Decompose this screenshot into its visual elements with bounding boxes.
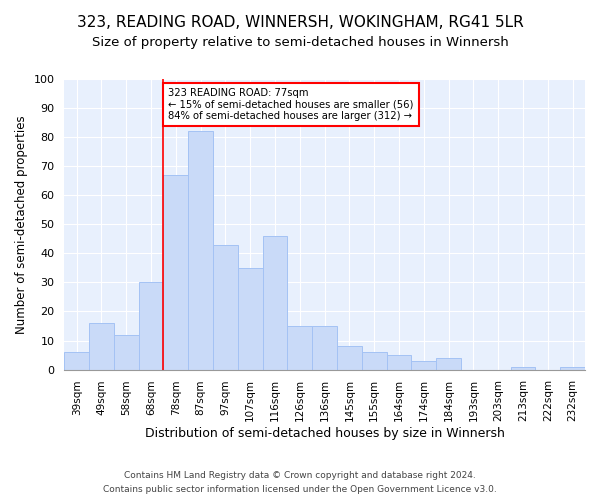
Y-axis label: Number of semi-detached properties: Number of semi-detached properties xyxy=(15,115,28,334)
Bar xyxy=(362,352,386,370)
Text: Contains public sector information licensed under the Open Government Licence v3: Contains public sector information licen… xyxy=(103,484,497,494)
Bar xyxy=(139,282,163,370)
Bar xyxy=(188,132,213,370)
Bar xyxy=(89,323,114,370)
Bar xyxy=(337,346,362,370)
X-axis label: Distribution of semi-detached houses by size in Winnersh: Distribution of semi-detached houses by … xyxy=(145,427,505,440)
Bar xyxy=(163,175,188,370)
Bar xyxy=(386,355,412,370)
Text: 323, READING ROAD, WINNERSH, WOKINGHAM, RG41 5LR: 323, READING ROAD, WINNERSH, WOKINGHAM, … xyxy=(77,15,523,30)
Bar xyxy=(114,334,139,370)
Bar xyxy=(312,326,337,370)
Text: Size of property relative to semi-detached houses in Winnersh: Size of property relative to semi-detach… xyxy=(92,36,508,49)
Text: 323 READING ROAD: 77sqm
← 15% of semi-detached houses are smaller (56)
84% of se: 323 READING ROAD: 77sqm ← 15% of semi-de… xyxy=(169,88,414,121)
Bar xyxy=(213,244,238,370)
Bar xyxy=(287,326,312,370)
Text: Contains HM Land Registry data © Crown copyright and database right 2024.: Contains HM Land Registry data © Crown c… xyxy=(124,472,476,480)
Bar xyxy=(436,358,461,370)
Bar xyxy=(560,366,585,370)
Bar xyxy=(64,352,89,370)
Bar xyxy=(412,361,436,370)
Bar xyxy=(238,268,263,370)
Bar xyxy=(263,236,287,370)
Bar xyxy=(511,366,535,370)
